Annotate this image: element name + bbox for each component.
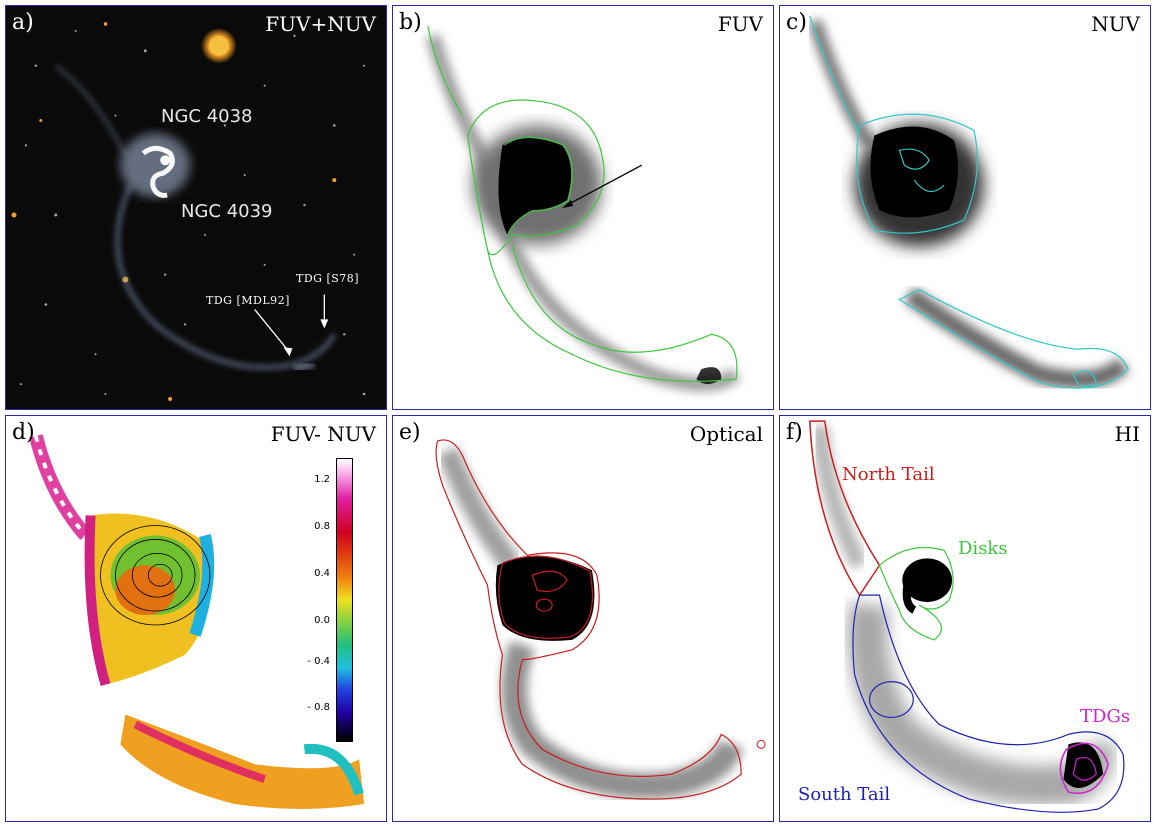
colorbar-tick: 1.2 bbox=[314, 474, 330, 485]
optical-image bbox=[435, 439, 766, 800]
tdg-label-mdl92: TDG [MDL92] bbox=[206, 294, 290, 307]
galaxy-label-ngc4039: NGC 4039 bbox=[181, 201, 273, 222]
panel-title: FUV bbox=[717, 12, 763, 36]
panel-title: FUV+NUV bbox=[265, 12, 376, 36]
panel-title: HI bbox=[1114, 422, 1140, 446]
region-label-north-tail: North Tail bbox=[842, 464, 935, 485]
panel-title: FUV- NUV bbox=[270, 422, 376, 446]
color-map-image bbox=[29, 434, 365, 809]
panel-c-nuv: c) NUV bbox=[779, 5, 1151, 410]
tdg-label-s78: TDG [S78] bbox=[296, 272, 360, 285]
antennae-color-image bbox=[11, 22, 366, 401]
panel-b-fuv: b) FUV bbox=[392, 5, 774, 410]
panel-title: Optical bbox=[689, 422, 763, 446]
panel-label: d) bbox=[12, 420, 35, 445]
panel-f-hi: f) HI North Tail Disks TDGs South Tail bbox=[779, 415, 1151, 822]
colorbar-tick: 0.8 bbox=[314, 521, 330, 532]
panel-label: c) bbox=[786, 10, 807, 35]
fuv-image bbox=[426, 25, 741, 392]
region-label-disks: Disks bbox=[958, 538, 1008, 559]
panel-label: f) bbox=[786, 420, 803, 445]
colorbar bbox=[336, 458, 353, 742]
panel-a-fuv-nuv: a) FUV+NUV NGC 4038 NGC 4039 TDG [S78] T… bbox=[5, 5, 387, 410]
nuv-image bbox=[808, 15, 1130, 389]
panel-label: b) bbox=[399, 10, 422, 35]
panel-d-fuv-nuv-color: d) FUV- NUV 1.2 0.8 0.4 0.0 - 0.4 - 0.8 bbox=[5, 415, 387, 822]
colorbar-tick: - 0.4 bbox=[307, 656, 330, 667]
colorbar-tick: 0.4 bbox=[314, 568, 330, 579]
hi-image bbox=[809, 420, 1125, 813]
region-label-south-tail: South Tail bbox=[798, 784, 891, 805]
colorbar-tick: 0.0 bbox=[314, 615, 330, 626]
panel-label: e) bbox=[399, 420, 421, 445]
region-label-tdgs: TDGs bbox=[1080, 706, 1131, 727]
panel-e-optical: e) Optical bbox=[392, 415, 774, 822]
galaxy-label-ngc4038: NGC 4038 bbox=[161, 106, 253, 127]
panel-title: NUV bbox=[1091, 12, 1140, 36]
panel-label: a) bbox=[12, 10, 34, 35]
colorbar-tick: - 0.8 bbox=[307, 702, 330, 713]
